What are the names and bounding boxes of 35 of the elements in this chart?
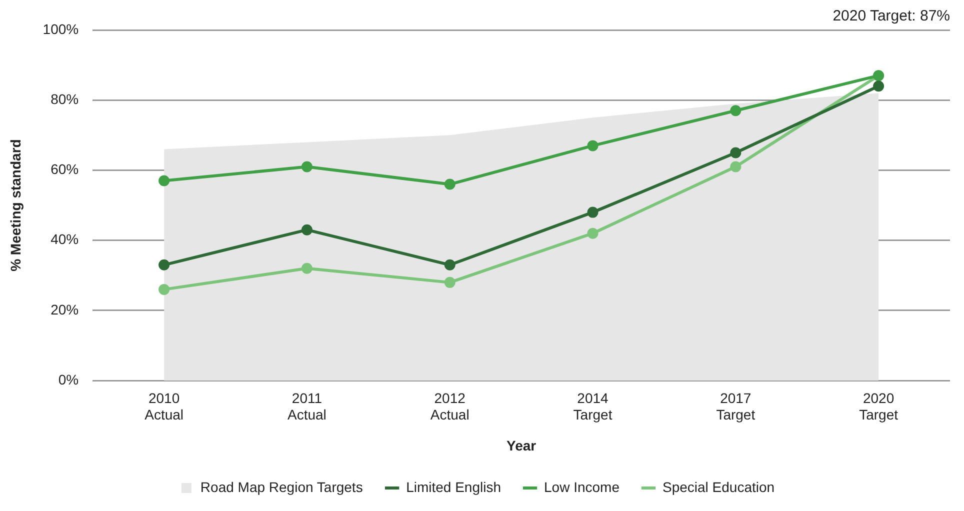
x-axis-title: Year (506, 437, 537, 454)
y-axis-title: % Meeting standard (7, 139, 24, 272)
point (444, 276, 456, 288)
point (444, 259, 456, 270)
x-tick-label: 2010 Actual (144, 390, 184, 423)
x-tick-label: 2020 Target (859, 390, 898, 423)
point (587, 206, 598, 218)
y-tick-label: 40% (50, 231, 79, 248)
y-tick-label: 0% (58, 371, 79, 388)
point (587, 228, 598, 239)
point (158, 259, 170, 270)
legend-label: Limited English (406, 478, 502, 495)
point (301, 262, 312, 274)
point (301, 224, 312, 236)
point (730, 105, 742, 116)
text: 2020 Target: 87% (832, 8, 950, 25)
legend-label: Road Map Region Targets (200, 478, 363, 495)
x-tick-label: 2014 Target (573, 390, 612, 423)
x-tick-label: 2012 Actual (430, 390, 470, 423)
point (730, 147, 742, 158)
point (587, 140, 598, 152)
point (301, 161, 312, 172)
y-tick-label: 20% (50, 301, 79, 318)
y-tick-label: 100% (42, 20, 79, 37)
legend-label: Special Education (662, 478, 775, 495)
point (158, 175, 170, 186)
x-tick-label: 2017 Target (716, 390, 756, 423)
y-tick-label: 60% (50, 161, 79, 178)
point (158, 284, 170, 295)
x-tick-label: 2011 Actual (287, 390, 326, 423)
legend-label: Low Income (544, 478, 620, 495)
point (730, 161, 742, 172)
point (873, 80, 884, 92)
point (444, 178, 456, 190)
y-tick-label: 80% (50, 90, 79, 107)
